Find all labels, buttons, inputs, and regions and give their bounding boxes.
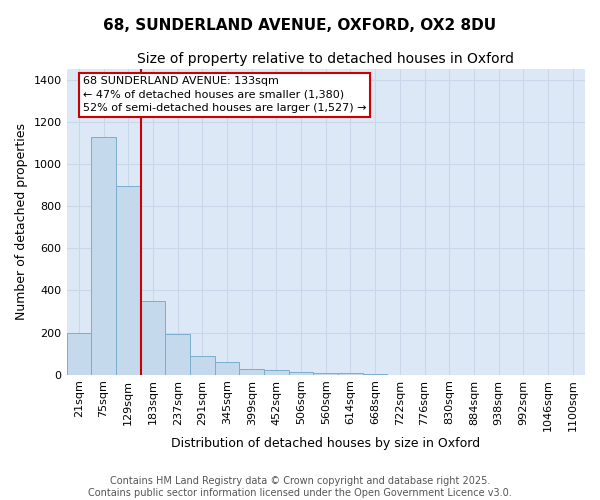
- Bar: [289, 372, 313, 374]
- Bar: [264, 370, 289, 374]
- Bar: [190, 356, 215, 374]
- Y-axis label: Number of detached properties: Number of detached properties: [15, 124, 28, 320]
- Bar: [215, 362, 239, 374]
- Bar: [165, 334, 190, 374]
- Bar: [67, 333, 91, 374]
- Bar: [140, 301, 165, 374]
- Text: 68 SUNDERLAND AVENUE: 133sqm
← 47% of detached houses are smaller (1,380)
52% of: 68 SUNDERLAND AVENUE: 133sqm ← 47% of de…: [83, 76, 366, 113]
- Bar: [91, 136, 116, 374]
- Text: Contains HM Land Registry data © Crown copyright and database right 2025.
Contai: Contains HM Land Registry data © Crown c…: [88, 476, 512, 498]
- Title: Size of property relative to detached houses in Oxford: Size of property relative to detached ho…: [137, 52, 514, 66]
- X-axis label: Distribution of detached houses by size in Oxford: Distribution of detached houses by size …: [171, 437, 481, 450]
- Bar: [239, 370, 264, 374]
- Bar: [116, 186, 140, 374]
- Text: 68, SUNDERLAND AVENUE, OXFORD, OX2 8DU: 68, SUNDERLAND AVENUE, OXFORD, OX2 8DU: [103, 18, 497, 32]
- Bar: [313, 372, 338, 374]
